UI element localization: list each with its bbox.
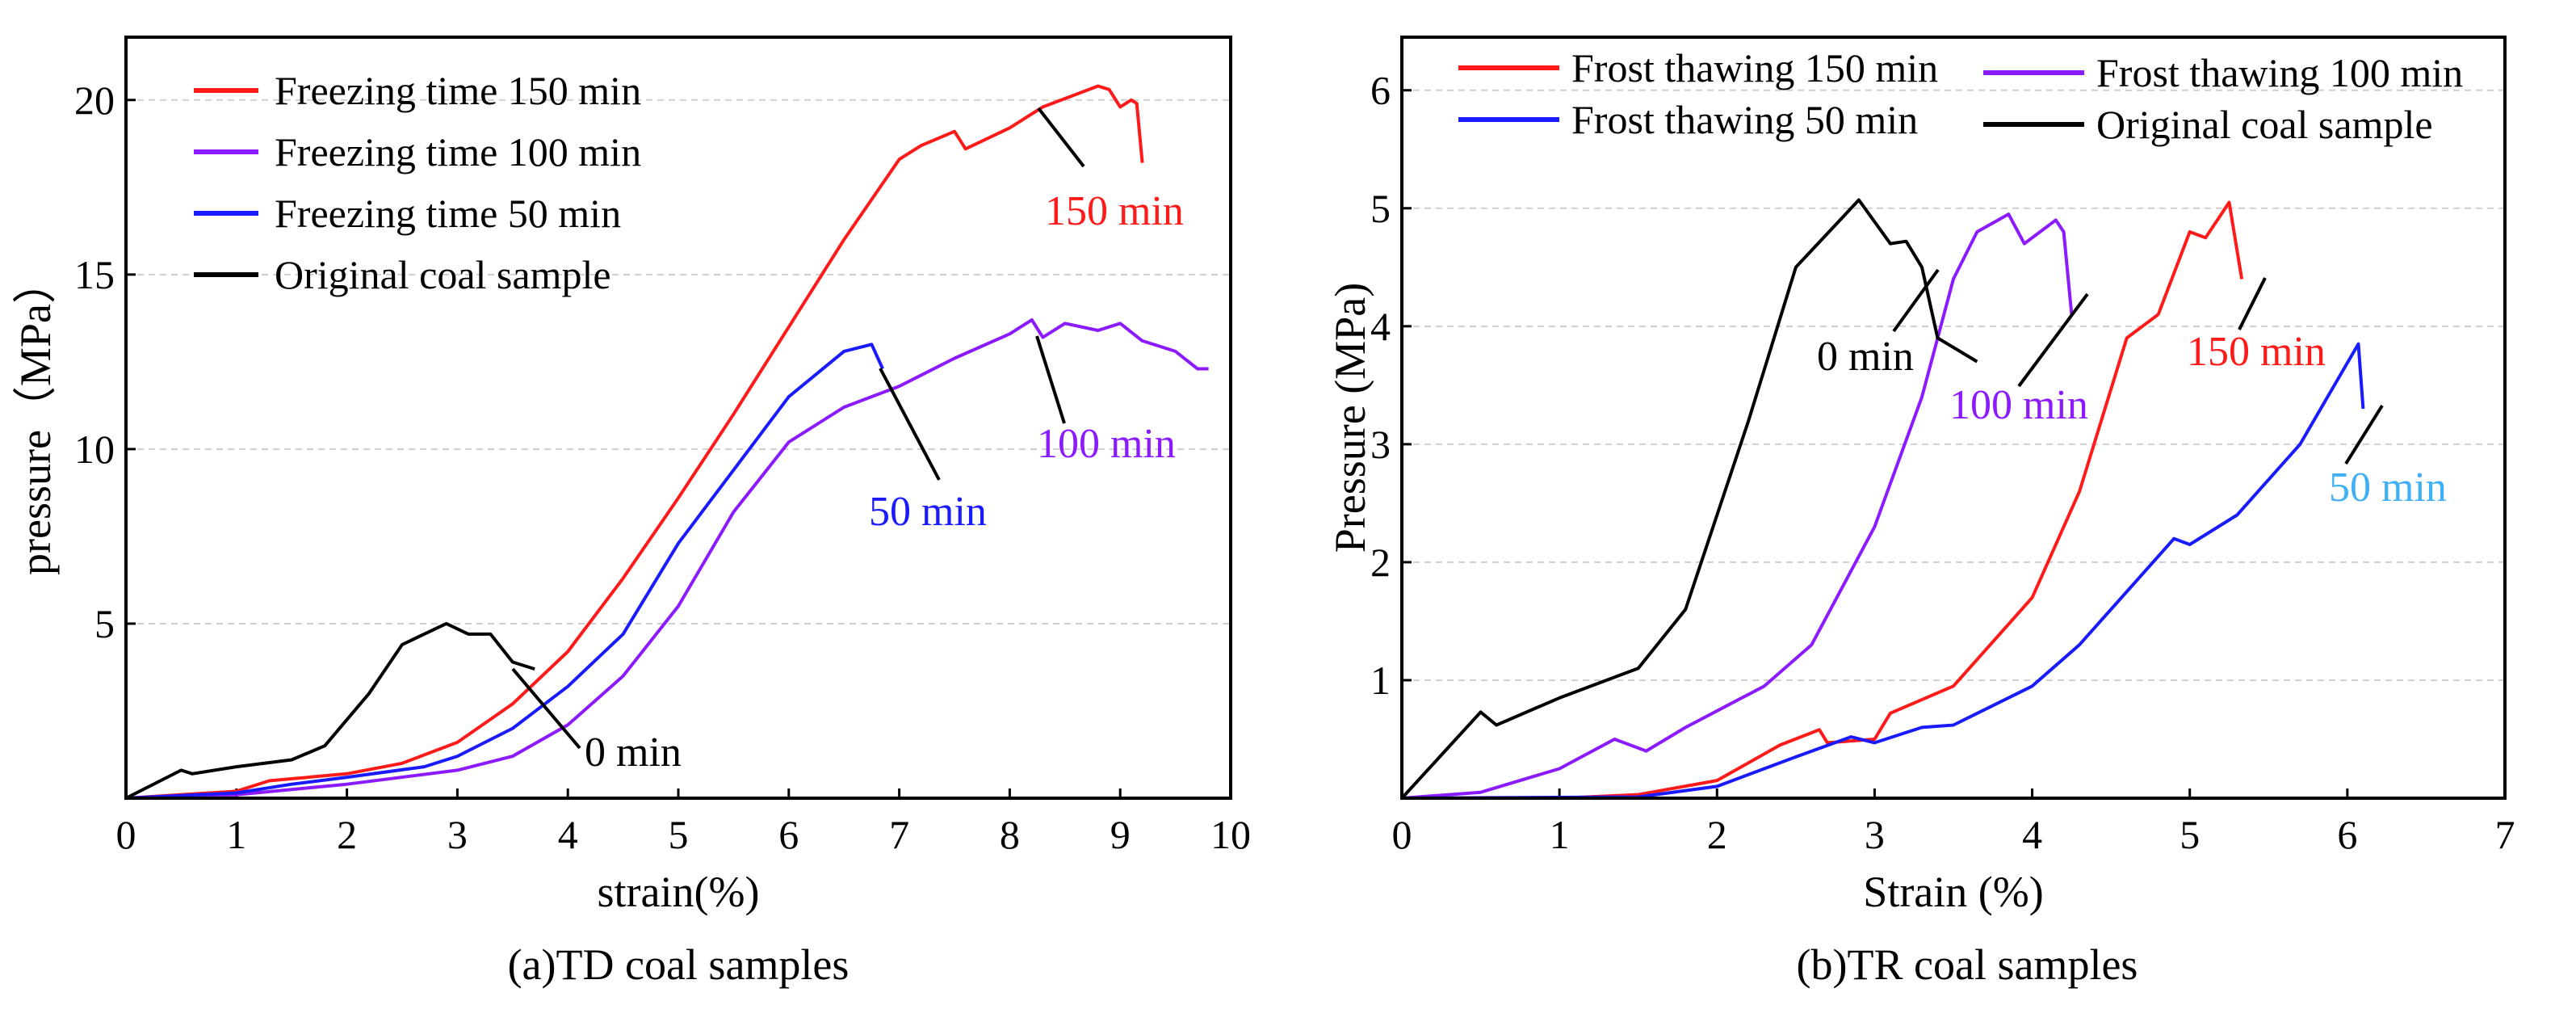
chart-caption: (b)TR coal samples — [1797, 940, 2138, 989]
x-tick-label: 4 — [2022, 812, 2042, 857]
plot-frame — [124, 36, 1232, 800]
x-axis-title: Strain (%) — [1863, 868, 2043, 916]
x-tick-label: 0 — [1392, 812, 1412, 857]
annotation-label: 100 min — [1949, 382, 2088, 428]
x-tick-label: 7 — [889, 812, 909, 857]
x-tick-label: 1 — [226, 812, 246, 857]
y-tick-label: 2 — [1370, 540, 1391, 585]
annotation-leader — [2238, 277, 2267, 330]
x-tick-label: 5 — [2180, 812, 2200, 857]
annotation-label: 100 min — [1037, 421, 1176, 467]
y-tick-label: 10 — [74, 427, 115, 472]
series-line-3 — [1400, 198, 1978, 800]
annotation-label: 0 min — [585, 730, 682, 776]
annotation-label: 50 min — [869, 489, 987, 535]
legend-label: Frost thawing 150 min — [1571, 45, 1938, 90]
legend-label: Freezing time 150 min — [275, 68, 641, 113]
annotation-leader — [511, 667, 581, 750]
x-tick-label: 3 — [1865, 812, 1885, 857]
annotation-label: 150 min — [2187, 329, 2326, 375]
series-line-1 — [1401, 212, 2074, 800]
annotation-leader — [1037, 107, 1085, 168]
annotation-label: 0 min — [1817, 334, 1914, 380]
x-tick-label: 2 — [1707, 812, 1727, 857]
series-line-1 — [125, 318, 1209, 800]
annotation-leader — [879, 368, 941, 481]
legend-label: Frost thawing 100 min — [2096, 50, 2463, 95]
legend-label: Freezing time 50 min — [275, 191, 621, 236]
y-tick-label: 5 — [94, 601, 115, 646]
y-tick-label: 3 — [1370, 422, 1391, 467]
series-line-2 — [1401, 342, 2365, 800]
y-tick-label: 4 — [1370, 304, 1391, 349]
legend-label: Original coal sample — [2096, 102, 2433, 147]
legend-label: Frost thawing 50 min — [1571, 97, 1918, 142]
annotation-leader — [1892, 268, 1940, 333]
legend-label: Original coal sample — [275, 252, 611, 297]
x-tick-label: 4 — [558, 812, 578, 857]
annotation-leader — [1035, 335, 1066, 424]
x-tick-label: 2 — [337, 812, 357, 857]
x-tick-label: 6 — [778, 812, 799, 857]
x-tick-label: 6 — [2337, 812, 2357, 857]
y-tick-label: 6 — [1370, 68, 1391, 113]
x-tick-label: 10 — [1210, 812, 1251, 857]
x-tick-label: 3 — [447, 812, 468, 857]
y-axis-title: pressure（MPa） — [11, 260, 60, 575]
plot-frame — [1400, 36, 2507, 800]
x-tick-label: 8 — [1000, 812, 1020, 857]
x-tick-label: 9 — [1110, 812, 1131, 857]
y-tick-label: 1 — [1370, 658, 1391, 703]
chart-panel-a: 5 10 15 20 0 1 2 3 4 5 6 7 8 9 10 Freezing time 150 min… — [11, 36, 1251, 989]
chart-panel-b: 1 2 3 4 5 6 0 1 2 3 4 5 6 7 Frost thawing 150 min Frost… — [1326, 36, 2515, 989]
x-tick-label: 5 — [669, 812, 689, 857]
x-axis-title: strain(%) — [598, 868, 760, 916]
x-tick-label: 0 — [116, 812, 136, 857]
y-tick-label: 20 — [74, 78, 115, 123]
series-line-3 — [125, 621, 535, 800]
series-line-0 — [125, 84, 1144, 800]
annotation-label: 150 min — [1045, 188, 1184, 234]
annotation-leader — [2017, 292, 2089, 388]
annotation-leader — [2344, 404, 2384, 465]
y-tick-label: 5 — [1370, 186, 1391, 231]
x-tick-label: 7 — [2495, 812, 2515, 857]
y-tick-label: 15 — [74, 252, 115, 297]
legend-label: Freezing time 100 min — [275, 129, 641, 175]
series-line-0 — [1402, 200, 2244, 800]
series-line-2 — [125, 343, 884, 800]
chart-caption: (a)TD coal samples — [508, 940, 850, 989]
x-tick-label: 1 — [1550, 812, 1570, 857]
y-axis-title: Pressure (MPa) — [1326, 283, 1374, 553]
annotation-label: 50 min — [2329, 465, 2447, 511]
